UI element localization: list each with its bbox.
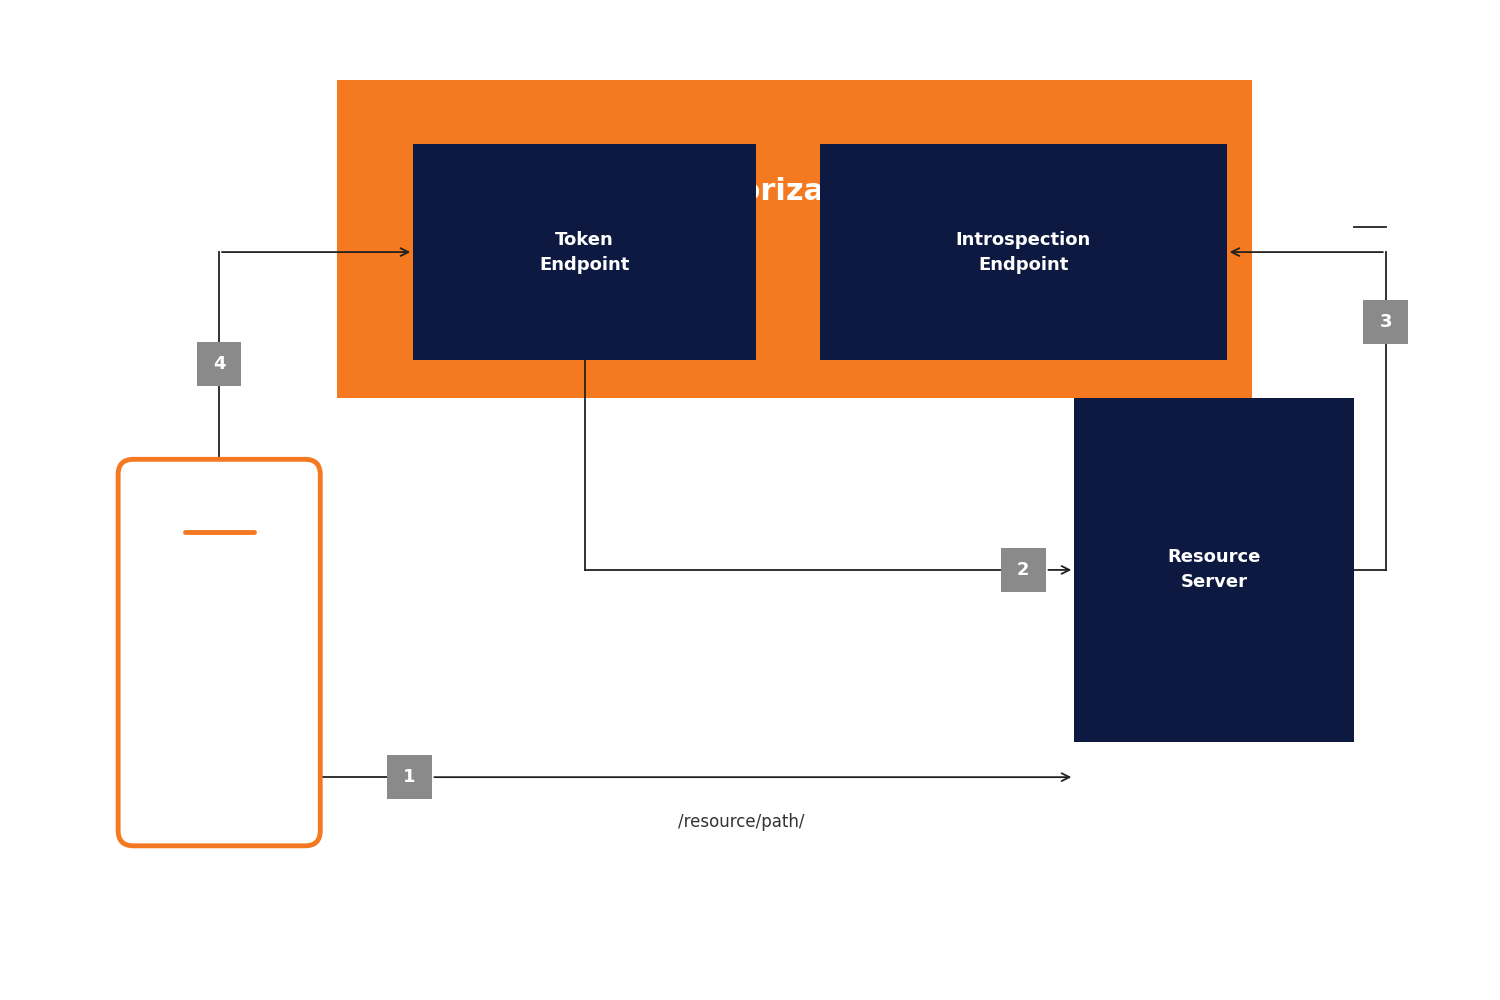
Text: 2: 2 xyxy=(1017,561,1029,579)
FancyBboxPatch shape xyxy=(387,755,432,799)
Text: Token
Endpoint: Token Endpoint xyxy=(540,231,630,274)
Text: /resource/path/: /resource/path/ xyxy=(678,813,806,831)
Text: PMF Authorization Server: PMF Authorization Server xyxy=(573,177,1016,206)
Text: Resource
Server: Resource Server xyxy=(1167,548,1260,591)
Text: 1: 1 xyxy=(404,768,416,786)
FancyBboxPatch shape xyxy=(196,342,242,386)
FancyBboxPatch shape xyxy=(1364,300,1408,344)
FancyBboxPatch shape xyxy=(118,459,321,846)
Text: Introspection
Endpoint: Introspection Endpoint xyxy=(956,231,1090,274)
Text: 3: 3 xyxy=(1380,313,1392,331)
FancyBboxPatch shape xyxy=(338,80,1252,398)
FancyBboxPatch shape xyxy=(1000,548,1045,592)
FancyBboxPatch shape xyxy=(1074,398,1354,742)
Text: 4: 4 xyxy=(213,355,225,373)
FancyBboxPatch shape xyxy=(821,144,1227,360)
FancyBboxPatch shape xyxy=(413,144,756,360)
